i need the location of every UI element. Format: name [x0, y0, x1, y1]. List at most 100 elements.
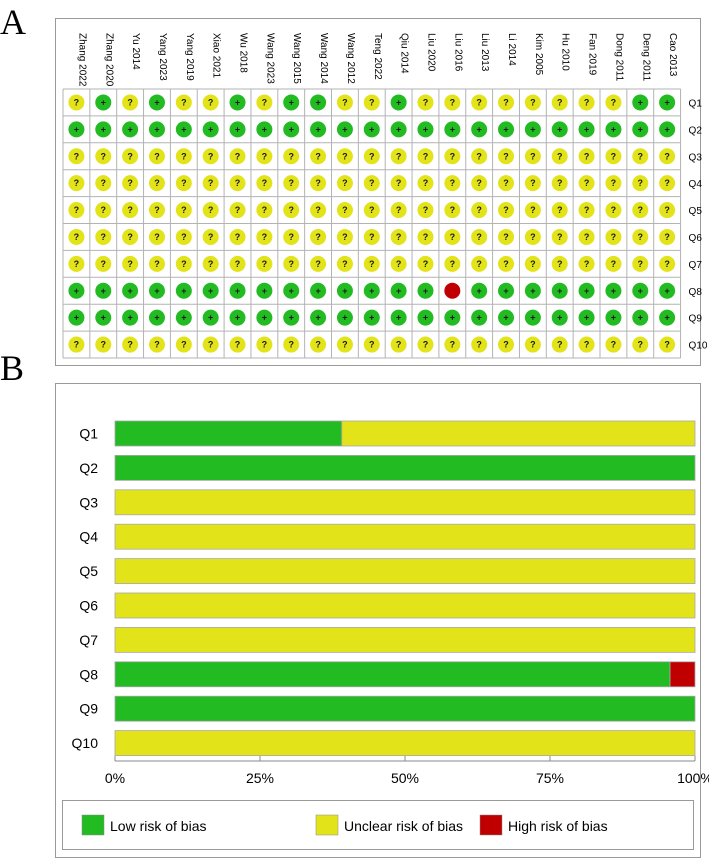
svg-text:+: + — [289, 313, 294, 323]
question-label: Q10 — [689, 341, 708, 352]
judgement-dot: ? — [605, 202, 622, 219]
svg-text:?: ? — [476, 232, 482, 242]
judgement-dot: ? — [336, 94, 353, 111]
judgement-dot: ? — [498, 228, 515, 245]
svg-text:?: ? — [503, 205, 509, 215]
judgement-dot: ? — [363, 175, 380, 192]
svg-text:?: ? — [638, 205, 644, 215]
judgement-dot: ? — [498, 94, 515, 111]
svg-text:?: ? — [530, 151, 536, 161]
judgement-dot: ? — [202, 336, 219, 353]
question-label: Q8 — [689, 287, 703, 298]
judgement-dot: ? — [148, 228, 165, 245]
svg-text:?: ? — [557, 205, 563, 215]
panel-a-letter: A — [0, 2, 26, 42]
svg-text:?: ? — [127, 232, 133, 242]
bar-category-label: Q7 — [79, 632, 98, 648]
judgement-dot: ? — [498, 336, 515, 353]
judgement-dot: ? — [95, 255, 112, 272]
svg-text:+: + — [181, 124, 186, 134]
judgement-dot: + — [310, 309, 327, 326]
svg-text:+: + — [74, 286, 79, 296]
svg-text:?: ? — [557, 340, 563, 350]
judgement-dot: + — [283, 121, 300, 138]
judgement-dot: ? — [551, 255, 568, 272]
judgement-dot: ? — [68, 228, 85, 245]
judgement-dot: ? — [605, 175, 622, 192]
svg-text:?: ? — [101, 232, 107, 242]
svg-text:?: ? — [235, 178, 241, 188]
svg-text:?: ? — [450, 97, 456, 107]
svg-text:+: + — [584, 286, 589, 296]
judgement-dot: + — [202, 282, 219, 299]
bar-category-label: Q5 — [79, 563, 98, 579]
svg-text:?: ? — [423, 232, 429, 242]
svg-text:?: ? — [396, 340, 402, 350]
svg-text:+: + — [503, 313, 508, 323]
svg-text:+: + — [262, 124, 267, 134]
svg-text:+: + — [638, 286, 643, 296]
svg-text:?: ? — [396, 259, 402, 269]
judgement-dot: + — [605, 121, 622, 138]
svg-text:?: ? — [342, 97, 348, 107]
study-label: Wang 2012 — [345, 33, 356, 84]
judgement-dot: ? — [122, 228, 139, 245]
study-label: Li 2014 — [506, 33, 517, 66]
svg-text:?: ? — [450, 340, 456, 350]
svg-text:+: + — [315, 97, 320, 107]
judgement-dot: ? — [605, 148, 622, 165]
judgement-dot: + — [363, 309, 380, 326]
svg-text:+: + — [396, 286, 401, 296]
svg-text:+: + — [235, 124, 240, 134]
judgement-dot: + — [256, 282, 273, 299]
judgement-dot: ? — [444, 148, 461, 165]
study-label: Liu 2016 — [452, 33, 463, 72]
svg-text:?: ? — [638, 340, 644, 350]
svg-text:?: ? — [315, 232, 321, 242]
judgement-dot: + — [444, 309, 461, 326]
judgement-dot: ? — [390, 148, 407, 165]
judgement-dot: ? — [471, 202, 488, 219]
legend-box — [62, 800, 694, 850]
judgement-dot: ? — [417, 94, 434, 111]
judgement-dot: ? — [524, 202, 541, 219]
judgement-dot: + — [68, 282, 85, 299]
svg-text:?: ? — [181, 232, 187, 242]
study-label: Qiu 2014 — [399, 33, 410, 74]
legend-item: Low risk of bias — [81, 814, 206, 836]
svg-text:?: ? — [315, 205, 321, 215]
bar-segment — [114, 627, 696, 653]
judgement-dot: + — [148, 309, 165, 326]
judgement-dot: ? — [551, 202, 568, 219]
svg-text:+: + — [503, 286, 508, 296]
judgement-dot: ? — [148, 336, 165, 353]
judgement-dot: ? — [122, 336, 139, 353]
svg-text:+: + — [208, 286, 213, 296]
bar-category-label: Q4 — [79, 529, 98, 545]
svg-text:?: ? — [611, 340, 617, 350]
judgement-dot: + — [659, 282, 676, 299]
svg-text:+: + — [315, 124, 320, 134]
svg-text:?: ? — [101, 340, 107, 350]
svg-text:?: ? — [288, 205, 294, 215]
judgement-dot: ? — [336, 148, 353, 165]
judgement-dot: ? — [310, 175, 327, 192]
svg-text:+: + — [638, 124, 643, 134]
svg-text:?: ? — [235, 205, 241, 215]
svg-text:+: + — [584, 313, 589, 323]
judgement-dot: + — [498, 309, 515, 326]
svg-text:+: + — [423, 286, 428, 296]
judgement-dot: + — [229, 94, 246, 111]
svg-text:?: ? — [530, 97, 536, 107]
svg-text:+: + — [369, 313, 374, 323]
svg-text:?: ? — [181, 205, 187, 215]
judgement-dot: ? — [498, 202, 515, 219]
svg-text:+: + — [342, 124, 347, 134]
svg-text:?: ? — [369, 232, 375, 242]
svg-text:?: ? — [208, 232, 214, 242]
svg-text:?: ? — [208, 205, 214, 215]
legend-swatch — [479, 814, 503, 836]
judgement-dot: ? — [256, 148, 273, 165]
svg-text:+: + — [289, 286, 294, 296]
svg-text:?: ? — [101, 151, 107, 161]
